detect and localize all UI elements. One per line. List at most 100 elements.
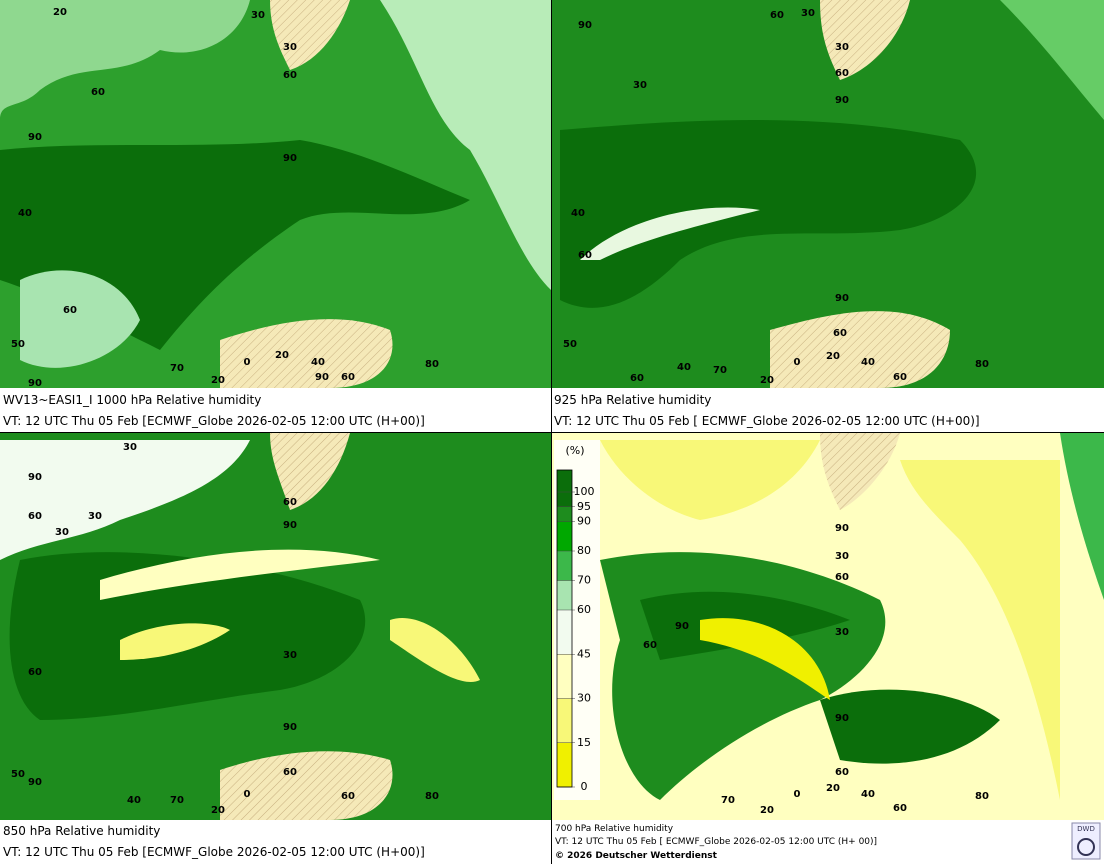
panel-valid: VT: 12 UTC Thu 05 Feb [ ECMWF_Globe 2026… bbox=[555, 837, 877, 847]
contour-label: 30 bbox=[801, 8, 815, 19]
contour-label: 70 bbox=[170, 795, 184, 806]
contour-label: 60 bbox=[63, 305, 77, 316]
contour-label: 80 bbox=[425, 791, 439, 802]
contour-label: 20 bbox=[760, 805, 774, 816]
contour-label: 60 bbox=[28, 511, 42, 522]
contour-label: 60 bbox=[341, 372, 355, 383]
contour-label: 0 bbox=[794, 789, 801, 800]
caption-bg bbox=[552, 388, 1104, 432]
legend-label: 15 bbox=[577, 736, 591, 749]
legend-unit: (%) bbox=[565, 444, 584, 457]
legend: (%) 100 95 90 80 70 60 45 30 15 0 bbox=[554, 440, 600, 800]
map-1000hpa bbox=[0, 0, 551, 388]
logo-box bbox=[1071, 822, 1101, 860]
contour-label: 90 bbox=[675, 621, 689, 632]
legend-band bbox=[557, 610, 572, 655]
contour-label: 60 bbox=[893, 372, 907, 383]
legend-label: 0 bbox=[581, 780, 588, 793]
logo-mark bbox=[1077, 838, 1095, 856]
contour-label: 20 bbox=[760, 375, 774, 386]
contour-label: 70 bbox=[170, 363, 184, 374]
contour-label: 80 bbox=[975, 359, 989, 370]
contour-label: 40 bbox=[677, 362, 691, 373]
caption-bg bbox=[0, 820, 551, 864]
contour-label: 60 bbox=[283, 497, 297, 508]
contour-label: 0 bbox=[244, 357, 251, 368]
panel-title: WV13~EASI1_I 1000 hPa Relative humidity bbox=[3, 393, 261, 407]
contour-label: 50 bbox=[11, 769, 25, 780]
contour-label: 20 bbox=[275, 350, 289, 361]
contour-label: 70 bbox=[713, 365, 727, 376]
legend-band bbox=[557, 470, 572, 492]
legend-label: 95 bbox=[577, 500, 591, 513]
legend-band bbox=[557, 506, 572, 522]
contour-label: 30 bbox=[123, 442, 137, 453]
legend-label: 60 bbox=[577, 603, 591, 616]
contour-label: 30 bbox=[835, 42, 849, 53]
contour-label: 90 bbox=[28, 378, 42, 389]
contour-label: 90 bbox=[835, 523, 849, 534]
contour-label: 90 bbox=[28, 132, 42, 143]
contour-label: 90 bbox=[578, 20, 592, 31]
caption-bg bbox=[552, 820, 1104, 864]
legend-label: 90 bbox=[577, 515, 591, 528]
contour-label: 90 bbox=[315, 372, 329, 383]
legend-label: 80 bbox=[577, 544, 591, 557]
legend-band bbox=[557, 551, 572, 581]
contour-label: 30 bbox=[633, 80, 647, 91]
contour-label: 20 bbox=[53, 7, 67, 18]
contour-label: 60 bbox=[91, 87, 105, 98]
contour-label: 60 bbox=[770, 10, 784, 21]
contour-label: 30 bbox=[835, 551, 849, 562]
map-700hpa bbox=[552, 433, 1104, 820]
contour-label: 60 bbox=[283, 70, 297, 81]
contour-label: 40 bbox=[18, 208, 32, 219]
contour-label: 90 bbox=[283, 520, 297, 531]
contour-label: 50 bbox=[563, 339, 577, 350]
copyright: © 2026 Deutscher Wetterdienst bbox=[555, 851, 718, 861]
contour-label: 90 bbox=[835, 95, 849, 106]
contour-label: 90 bbox=[283, 722, 297, 733]
contour-label: 90 bbox=[283, 153, 297, 164]
panel-title: 850 hPa Relative humidity bbox=[3, 824, 160, 838]
contour-label: 20 bbox=[211, 375, 225, 386]
contour-label: 40 bbox=[861, 357, 875, 368]
legend-frame bbox=[556, 469, 573, 788]
caption-bg bbox=[0, 388, 551, 432]
panel-valid: VT: 12 UTC Thu 05 Feb [ECMWF_Globe 2026-… bbox=[3, 845, 425, 859]
contour-label: 60 bbox=[28, 667, 42, 678]
legend-label: 100 bbox=[574, 485, 595, 498]
panel-title: 925 hPa Relative humidity bbox=[554, 393, 711, 407]
contour-label: 70 bbox=[721, 795, 735, 806]
contour-label: 90 bbox=[835, 293, 849, 304]
logo: DWD bbox=[1077, 825, 1095, 833]
legend-label: 30 bbox=[577, 692, 591, 705]
panel-title: 700 hPa Relative humidity bbox=[555, 824, 674, 834]
contour-label: 30 bbox=[835, 627, 849, 638]
contour-label: 20 bbox=[826, 351, 840, 362]
contour-label: 60 bbox=[835, 767, 849, 778]
contour-label: 0 bbox=[794, 357, 801, 368]
contour-labels: 20 30 30 60 60 90 90 40 50 60 90 0 20 40 70 90 60 20 80 90 6… bbox=[11, 7, 989, 816]
legend-band bbox=[557, 492, 572, 507]
panel-valid: VT: 12 UTC Thu 05 Feb [ECMWF_Globe 2026-… bbox=[3, 414, 425, 428]
map-925hpa bbox=[552, 0, 1104, 388]
contour-label: 90 bbox=[835, 713, 849, 724]
contour-label: 30 bbox=[283, 42, 297, 53]
contour-label: 30 bbox=[251, 10, 265, 21]
contour-label: 60 bbox=[833, 328, 847, 339]
contour-label: 60 bbox=[893, 803, 907, 814]
legend-band bbox=[557, 742, 572, 787]
contour-label: 0 bbox=[244, 789, 251, 800]
contour-label: 50 bbox=[11, 339, 25, 350]
contour-label: 30 bbox=[283, 650, 297, 661]
contour-label: 80 bbox=[975, 791, 989, 802]
contour-label: 60 bbox=[630, 373, 644, 384]
legend-band bbox=[557, 521, 572, 551]
contour-label: 60 bbox=[835, 572, 849, 583]
contour-label: 30 bbox=[55, 527, 69, 538]
contour-label: 20 bbox=[826, 783, 840, 794]
contour-label: 40 bbox=[127, 795, 141, 806]
contour-label: 40 bbox=[861, 789, 875, 800]
